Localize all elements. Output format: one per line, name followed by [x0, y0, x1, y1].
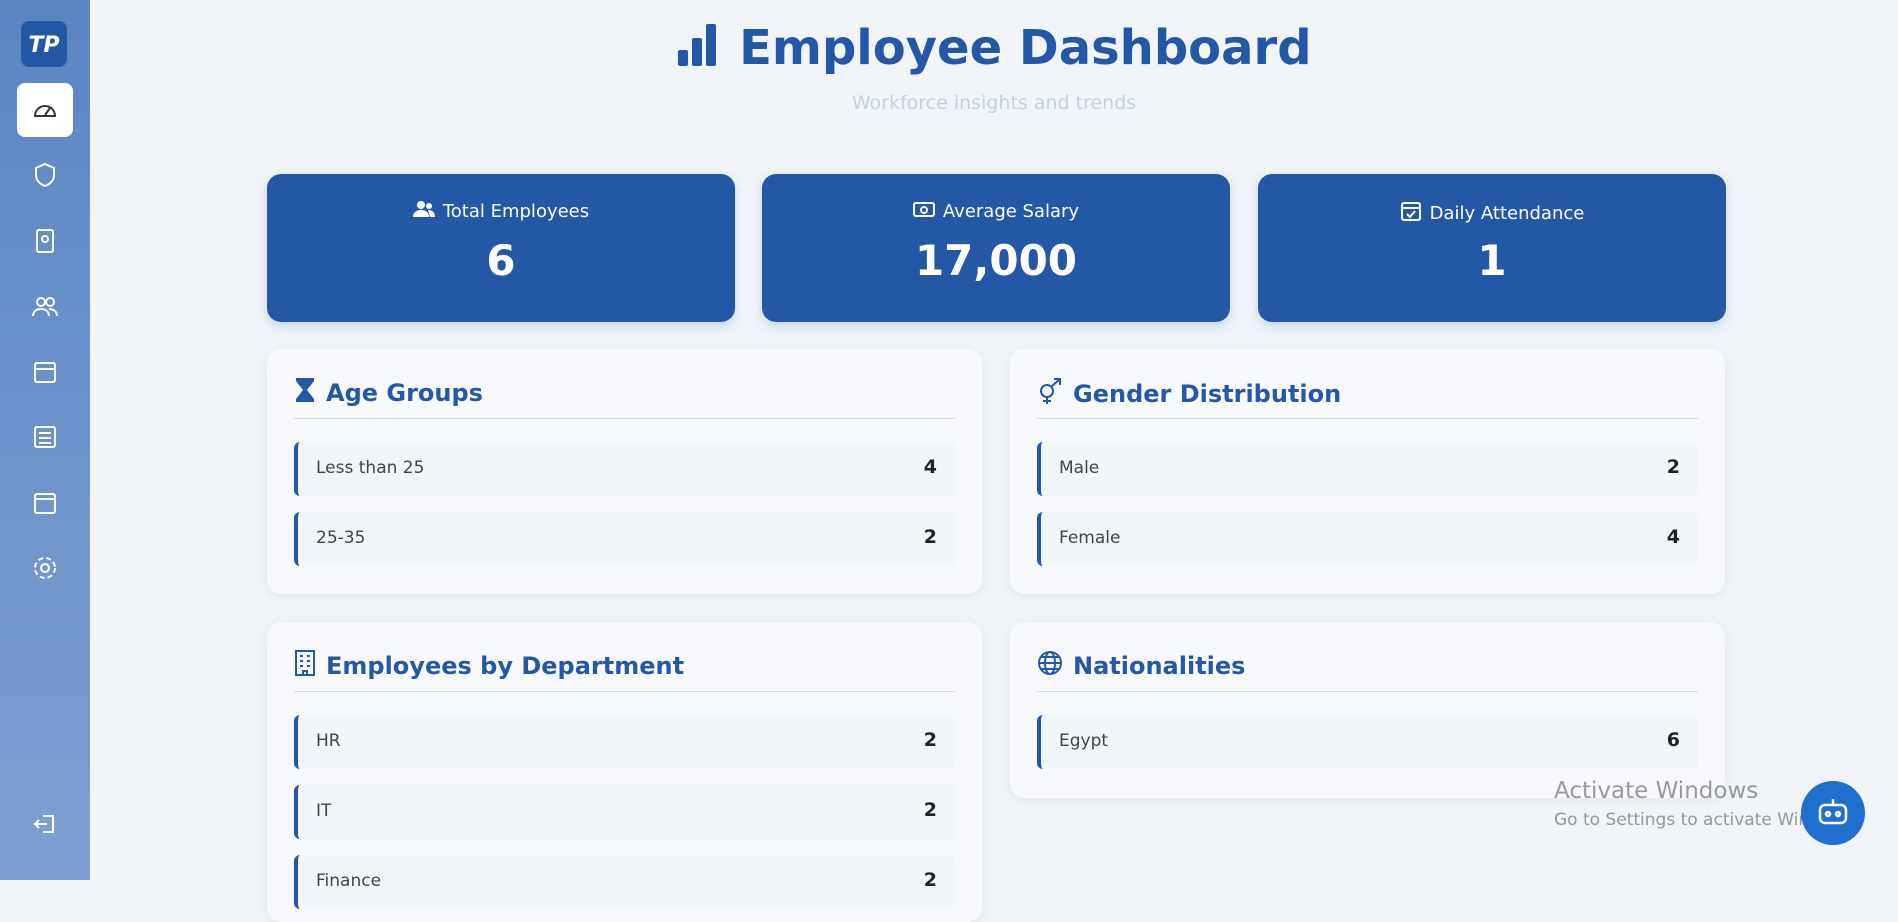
stat-card: Average Salary 17,000	[762, 174, 1230, 322]
divider	[294, 418, 955, 419]
page-subtitle: Workforce insights and trends	[851, 92, 1137, 114]
row-value: 2	[923, 799, 937, 821]
row-label: Egypt	[1059, 731, 1109, 751]
panel: Age Groups Less than 25 4 25-35 2	[267, 349, 982, 594]
panel-title: Gender Distribution	[1073, 380, 1342, 408]
panel: Employees by Department HR 2 IT 2 Finance 2	[267, 622, 982, 922]
logout-icon[interactable]	[17, 797, 73, 851]
stat-row: IT 2	[294, 785, 955, 839]
row-value: 2	[923, 729, 937, 751]
sidebar: TP	[0, 0, 90, 880]
stat-row: Egypt 6	[1037, 715, 1698, 769]
divider	[1037, 418, 1698, 419]
divider	[1037, 691, 1698, 692]
stat-row: Finance 2	[294, 855, 955, 909]
row-label: Male	[1059, 458, 1100, 478]
schedule-icon[interactable]	[17, 476, 73, 530]
row-value: 4	[923, 456, 937, 478]
row-label: Less than 25	[316, 458, 425, 478]
row-label: HR	[316, 731, 341, 751]
divider	[294, 691, 955, 692]
panel-title: Nationalities	[1073, 652, 1246, 680]
stat-value: 1	[1477, 236, 1507, 285]
row-label: IT	[316, 801, 332, 821]
panel-title-row: Employees by Department	[294, 650, 684, 682]
panel-title-row: Age Groups	[294, 377, 483, 409]
panel-title: Age Groups	[326, 379, 483, 407]
row-label: 25-35	[316, 528, 366, 548]
icon	[294, 650, 316, 682]
stat-label-row: Daily Attendance	[1258, 200, 1726, 227]
row-label: Female	[1059, 528, 1121, 548]
icon	[912, 200, 935, 223]
logo[interactable]: TP	[21, 21, 67, 67]
calendar-icon[interactable]	[17, 345, 73, 399]
stat-label: Average Salary	[942, 201, 1080, 222]
row-value: 2	[923, 526, 937, 548]
icon	[412, 200, 435, 223]
row-value: 6	[1666, 729, 1680, 751]
stat-label-row: Total Employees	[267, 200, 735, 223]
chatbot-button[interactable]	[1801, 781, 1865, 845]
settings-icon[interactable]	[17, 541, 73, 595]
report-icon[interactable]	[17, 410, 73, 464]
stat-row: HR 2	[294, 715, 955, 769]
stat-label: Daily Attendance	[1429, 203, 1585, 224]
row-label: Finance	[316, 871, 382, 891]
panel-title-row: Gender Distribution	[1037, 377, 1341, 411]
stat-value: 6	[486, 236, 516, 285]
row-value: 4	[1666, 526, 1680, 548]
dashboard-icon[interactable]	[17, 83, 73, 137]
shield-icon[interactable]	[17, 148, 73, 202]
panel: Gender Distribution Male 2 Female 4	[1010, 349, 1725, 594]
panel: Nationalities Egypt 6	[1010, 622, 1725, 798]
watermark-text: Go to Settings to activate Windows.	[1554, 810, 1859, 830]
stat-label-row: Average Salary	[762, 200, 1230, 223]
watermark-title: Activate Windows	[1554, 778, 1759, 804]
stat-row: Female 4	[1037, 512, 1698, 566]
panel-title: Employees by Department	[326, 652, 685, 680]
stat-row: 25-35 2	[294, 512, 955, 566]
svg-text:TP: TP	[28, 33, 59, 58]
stat-label: Total Employees	[442, 201, 590, 222]
chart-icon	[678, 24, 717, 66]
stat-row: Male 2	[1037, 442, 1698, 496]
badge-icon[interactable]	[17, 214, 73, 268]
icon	[1037, 650, 1063, 682]
row-value: 2	[923, 869, 937, 891]
stat-card: Total Employees 6	[267, 174, 735, 322]
stat-card: Daily Attendance 1	[1258, 174, 1726, 322]
row-value: 2	[1666, 456, 1680, 478]
stat-row: Less than 25 4	[294, 442, 955, 496]
panel-title-row: Nationalities	[1037, 650, 1245, 682]
icon	[294, 377, 316, 409]
icon	[1037, 377, 1063, 411]
users-icon[interactable]	[17, 279, 73, 333]
stat-value: 17,000	[914, 236, 1078, 285]
title-text: Employee Dashboard	[739, 20, 1312, 76]
page-title: Employee Dashboard	[90, 20, 1898, 76]
icon	[1400, 200, 1422, 227]
